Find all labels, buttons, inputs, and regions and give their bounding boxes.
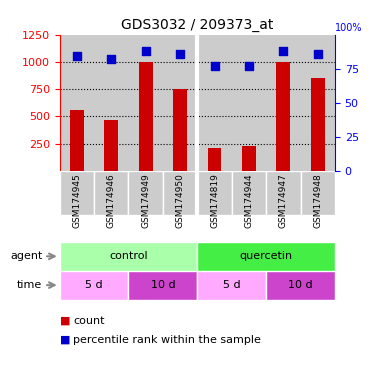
Bar <box>311 78 325 171</box>
Point <box>315 51 321 57</box>
Bar <box>104 120 118 171</box>
Text: percentile rank within the sample: percentile rank within the sample <box>73 335 261 345</box>
Bar <box>173 89 187 171</box>
Point <box>142 48 149 54</box>
Bar <box>163 35 197 171</box>
Text: time: time <box>17 280 42 290</box>
Bar <box>266 171 301 215</box>
Bar <box>197 171 232 215</box>
Point <box>211 63 218 69</box>
Text: ■: ■ <box>60 316 74 326</box>
Bar <box>197 242 335 271</box>
Bar <box>301 35 335 171</box>
Bar <box>232 35 266 171</box>
Bar <box>60 171 94 215</box>
Bar <box>94 35 129 171</box>
Text: 10 d: 10 d <box>288 280 313 290</box>
Bar <box>197 271 266 300</box>
Bar <box>242 146 256 171</box>
Bar <box>163 171 197 215</box>
Bar <box>139 62 152 171</box>
Text: GSM174950: GSM174950 <box>176 173 185 228</box>
Text: quercetin: quercetin <box>239 251 293 262</box>
Text: 5 d: 5 d <box>85 280 103 290</box>
Text: GSM174819: GSM174819 <box>210 173 219 228</box>
Text: control: control <box>109 251 148 262</box>
Point <box>177 51 183 57</box>
Text: 5 d: 5 d <box>223 280 241 290</box>
Point <box>280 48 286 54</box>
Bar <box>94 171 129 215</box>
Text: GSM174945: GSM174945 <box>72 173 81 228</box>
Bar <box>129 171 163 215</box>
Text: GSM174946: GSM174946 <box>107 173 116 228</box>
Bar <box>70 110 84 171</box>
Bar <box>301 171 335 215</box>
Text: GSM174948: GSM174948 <box>313 173 322 228</box>
Bar <box>129 271 197 300</box>
Bar <box>266 271 335 300</box>
Title: GDS3032 / 209373_at: GDS3032 / 209373_at <box>121 18 273 32</box>
Point <box>74 53 80 60</box>
Text: GSM174944: GSM174944 <box>244 173 253 228</box>
Text: 100%: 100% <box>335 23 362 33</box>
Text: count: count <box>73 316 105 326</box>
Point <box>108 56 114 62</box>
Bar <box>60 271 129 300</box>
Text: agent: agent <box>10 251 42 262</box>
Text: 10 d: 10 d <box>151 280 175 290</box>
Text: GSM174947: GSM174947 <box>279 173 288 228</box>
Bar <box>232 171 266 215</box>
Bar <box>276 62 290 171</box>
Text: ■: ■ <box>60 335 74 345</box>
Bar <box>60 35 94 171</box>
Point <box>246 63 252 69</box>
Bar <box>208 148 221 171</box>
Bar <box>197 35 232 171</box>
Bar <box>266 35 301 171</box>
Bar <box>129 35 163 171</box>
Bar <box>60 242 197 271</box>
Text: GSM174949: GSM174949 <box>141 173 150 228</box>
